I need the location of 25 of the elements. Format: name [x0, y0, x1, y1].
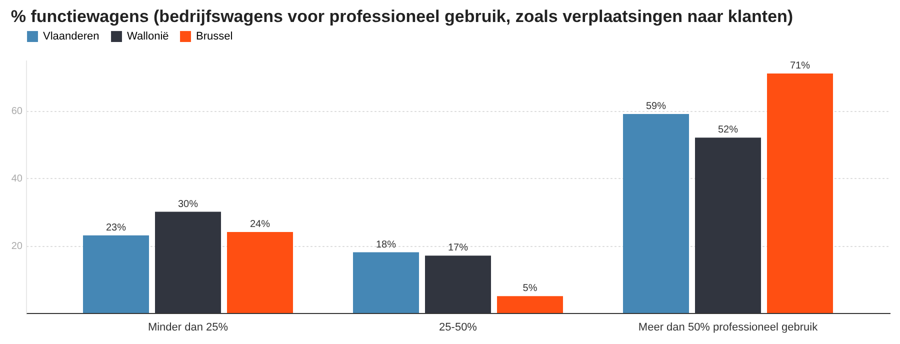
x-tick-label: 25-50% [439, 322, 478, 334]
data-label: 59% [646, 100, 666, 112]
bar [623, 114, 689, 313]
bar [353, 252, 419, 313]
x-tick-label: Meer dan 50% professioneel gebruik [638, 322, 818, 334]
x-tick-label: Minder dan 25% [148, 322, 228, 334]
legend-label: Wallonië [127, 30, 169, 43]
legend-label: Brussel [196, 30, 233, 43]
legend-label: Vlaanderen [43, 30, 100, 43]
data-label: 23% [106, 222, 126, 234]
bar [767, 73, 833, 313]
y-tick-label: 20 [11, 241, 23, 252]
data-label: 30% [178, 198, 198, 210]
data-label: 18% [376, 239, 396, 250]
bar [227, 232, 293, 313]
y-tick-label: 40 [11, 174, 23, 185]
bar [497, 296, 563, 313]
data-label: 17% [448, 242, 468, 254]
y-tick-label: 60 [11, 106, 23, 118]
data-label: 52% [718, 124, 738, 136]
data-label: 71% [790, 60, 810, 72]
bar [83, 235, 149, 313]
chart-title: % functiewagens (bedrijfswagens voor professioneel gebruik, zoals verplaatsingen naar klanten) [10, 7, 794, 26]
data-label: 5% [522, 283, 538, 294]
data-label: 24% [250, 219, 270, 230]
